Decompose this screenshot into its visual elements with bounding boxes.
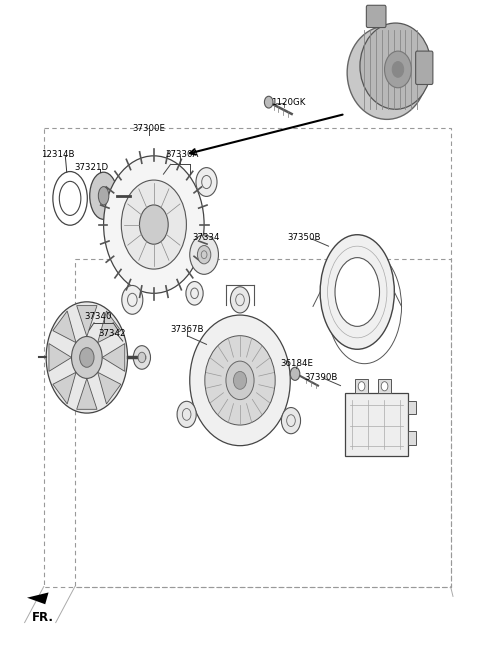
FancyBboxPatch shape xyxy=(366,5,386,28)
Text: 12314B: 12314B xyxy=(41,150,75,159)
Polygon shape xyxy=(97,372,121,404)
Bar xyxy=(408,401,416,415)
Circle shape xyxy=(177,401,196,428)
Bar xyxy=(355,379,368,394)
Circle shape xyxy=(140,205,168,244)
Bar xyxy=(44,129,451,586)
Circle shape xyxy=(281,407,300,434)
Bar xyxy=(75,259,451,586)
Text: 37321D: 37321D xyxy=(75,163,109,172)
Text: 37334: 37334 xyxy=(192,233,220,242)
Polygon shape xyxy=(53,372,76,404)
Ellipse shape xyxy=(190,315,290,445)
Circle shape xyxy=(384,51,411,88)
Circle shape xyxy=(264,96,273,108)
Circle shape xyxy=(72,337,102,379)
Text: 37342: 37342 xyxy=(99,329,126,338)
Circle shape xyxy=(104,156,204,293)
Polygon shape xyxy=(77,306,97,337)
Text: FR.: FR. xyxy=(32,611,54,624)
Ellipse shape xyxy=(98,186,109,205)
Polygon shape xyxy=(49,344,72,371)
Polygon shape xyxy=(27,592,48,604)
Circle shape xyxy=(138,352,146,363)
Text: 37340: 37340 xyxy=(84,312,112,321)
Circle shape xyxy=(230,287,250,313)
FancyBboxPatch shape xyxy=(416,51,433,85)
Text: 36184E: 36184E xyxy=(281,359,314,369)
Circle shape xyxy=(290,367,300,380)
Circle shape xyxy=(392,62,404,77)
Bar xyxy=(345,394,408,456)
Polygon shape xyxy=(53,311,76,342)
Text: 37350B: 37350B xyxy=(288,233,322,242)
Ellipse shape xyxy=(347,26,427,119)
Bar xyxy=(408,432,416,445)
Circle shape xyxy=(186,281,203,305)
Circle shape xyxy=(122,285,143,314)
Circle shape xyxy=(121,180,186,269)
Text: 37300E: 37300E xyxy=(132,124,165,133)
Circle shape xyxy=(233,371,247,389)
Circle shape xyxy=(80,348,94,367)
Circle shape xyxy=(46,302,128,413)
Circle shape xyxy=(358,382,365,391)
Ellipse shape xyxy=(360,23,431,110)
Polygon shape xyxy=(77,379,97,409)
Circle shape xyxy=(381,382,388,391)
Circle shape xyxy=(196,168,217,196)
Ellipse shape xyxy=(320,235,395,349)
Text: 37367B: 37367B xyxy=(170,325,204,334)
Bar xyxy=(378,379,391,394)
Circle shape xyxy=(190,235,218,274)
Circle shape xyxy=(226,361,254,400)
Ellipse shape xyxy=(90,173,118,219)
Text: 37330A: 37330A xyxy=(166,150,199,159)
Circle shape xyxy=(197,245,211,264)
Polygon shape xyxy=(102,344,125,371)
Text: 37390B: 37390B xyxy=(305,373,338,382)
Text: 1120GK: 1120GK xyxy=(271,98,305,106)
Ellipse shape xyxy=(335,258,380,327)
Ellipse shape xyxy=(205,336,275,425)
Circle shape xyxy=(133,346,151,369)
Ellipse shape xyxy=(60,181,81,215)
Polygon shape xyxy=(97,311,121,342)
